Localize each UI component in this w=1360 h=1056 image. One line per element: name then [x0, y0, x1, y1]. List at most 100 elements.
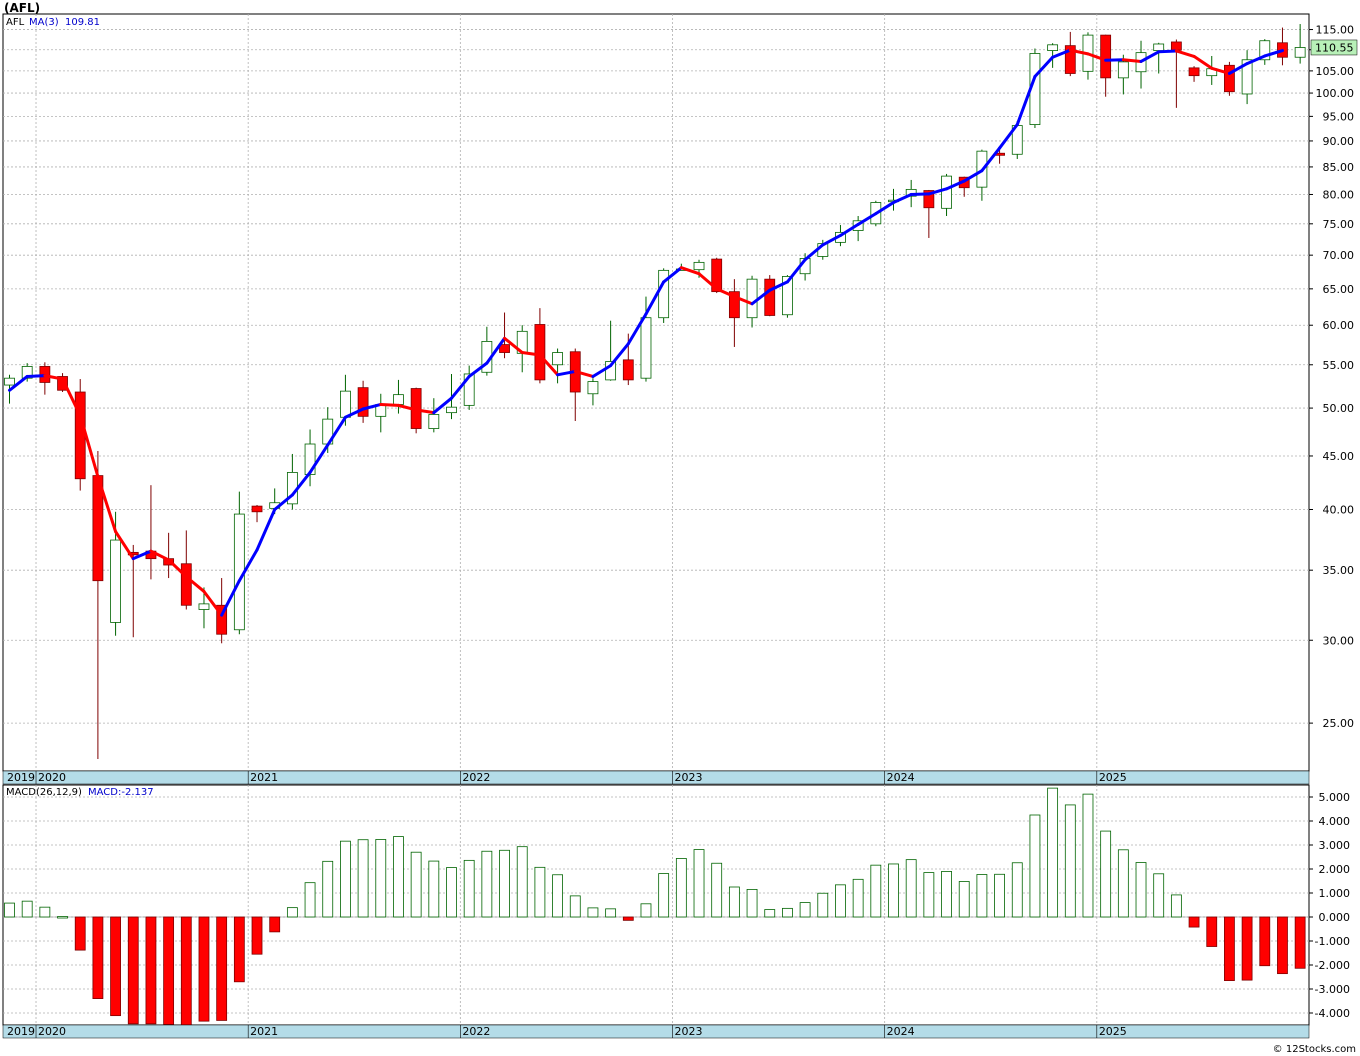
macd-bar [888, 863, 899, 918]
macd-bar [233, 916, 245, 983]
macd-bar [1011, 862, 1023, 918]
moving-average-line [8, 48, 1284, 617]
candle-body [1064, 45, 1076, 74]
candle-body [622, 359, 634, 381]
time-label: 2025 [1099, 1025, 1127, 1038]
macd-bar [1135, 862, 1147, 918]
ma-segment [25, 374, 47, 378]
macd-bar [1029, 814, 1041, 918]
macd-tick-label: 1.000 [1319, 887, 1351, 900]
ma-segment [220, 579, 241, 617]
macd-bar [393, 836, 404, 918]
macd-bar [57, 916, 68, 919]
candle-body [428, 414, 440, 429]
candle-body [1259, 40, 1271, 61]
macd-tick-label: -3.000 [1315, 983, 1350, 996]
candle-body [1188, 67, 1200, 77]
ma-segment [361, 402, 383, 411]
candle-body [1170, 41, 1182, 51]
ma-segment [556, 369, 577, 377]
time-label: 2022 [462, 771, 490, 784]
price-y-axis: 115.00110.00105.00100.0095.0090.0085.008… [1309, 24, 1355, 730]
ma-segment [43, 374, 65, 381]
macd-histogram [3, 787, 1309, 1026]
last-price-label: 110.55 [1315, 41, 1354, 54]
ma-segment [396, 403, 418, 412]
macd-bar [127, 916, 139, 1025]
price-tick-label: 55.00 [1323, 359, 1355, 372]
candle-body [1117, 61, 1129, 79]
ma-segment [1139, 50, 1161, 63]
ma-segment [326, 415, 347, 447]
candle-body [499, 344, 510, 353]
ma-segment [8, 374, 29, 392]
macd-tick-label: 3.000 [1319, 839, 1351, 852]
ma-segment [1068, 48, 1090, 56]
macd-bar [446, 867, 457, 918]
legend-ma-value: 109.81 [65, 17, 100, 28]
macd-bar [21, 900, 33, 918]
ma-segment [715, 287, 736, 299]
candle-body [57, 376, 68, 391]
ma-segment [573, 369, 595, 378]
ma-segment [343, 407, 365, 419]
macd-y-axis: 5.000 4.000 3.000 2.000 1.000 0.000 -1.000 -2.0… [1309, 791, 1350, 1020]
macd-bar [428, 860, 440, 918]
macd-bar [782, 907, 793, 918]
candle-body [640, 317, 652, 379]
time-label: 2020 [38, 1025, 66, 1038]
time-label: 2021 [250, 771, 278, 784]
macd-bar [1100, 830, 1112, 918]
price-grid [3, 14, 1309, 771]
price-tick-label: 90.00 [1323, 135, 1355, 148]
candle-body [728, 291, 740, 319]
ma-segment [202, 589, 224, 617]
ma-segment [78, 413, 100, 479]
ma-segment [1210, 66, 1231, 75]
price-tick-label: 40.00 [1323, 504, 1355, 517]
macd-bar [481, 850, 493, 918]
time-axis-labels-upper: 2019 2020 2021 2022 2023 2024 2025 [7, 771, 1127, 784]
macd-bar [516, 846, 528, 918]
macd-bar [1064, 804, 1076, 918]
ma-segment [290, 470, 312, 497]
price-tick-label: 115.00 [1316, 24, 1355, 37]
price-tick-label: 45.00 [1323, 450, 1355, 463]
candle-body [746, 278, 758, 319]
candle-body [1224, 64, 1235, 93]
ma-segment [909, 192, 931, 196]
ma-segment [149, 549, 171, 562]
ma-segment [467, 361, 489, 378]
macd-bar [340, 840, 351, 918]
ma-segment [1121, 58, 1143, 63]
macd-tick-label: -1.000 [1315, 935, 1350, 948]
chart-title: (AFL) [4, 1, 40, 15]
macd-bar [764, 909, 776, 918]
candle-body [587, 381, 599, 395]
macd-tick-label: -2.000 [1315, 959, 1350, 972]
macd-bar [322, 860, 334, 918]
candle-body [216, 604, 228, 635]
macd-tick-label: 2.000 [1319, 863, 1351, 876]
macd-bar [1153, 873, 1165, 918]
candle-body [198, 603, 210, 610]
macd-bar [976, 874, 988, 918]
candle-body [711, 258, 723, 293]
macd-bar [728, 886, 740, 918]
ma-segment [503, 336, 524, 355]
macd-bar [304, 882, 316, 918]
price-tick-label: 30.00 [1323, 634, 1355, 647]
ma-segment [1245, 54, 1267, 66]
price-tick-label: 85.00 [1323, 161, 1355, 174]
macd-bar [552, 874, 563, 918]
time-label: 2019 [7, 771, 35, 784]
ma-segment [962, 169, 984, 183]
macd-bar [4, 902, 15, 918]
macd-bar [357, 839, 369, 918]
price-tick-label: 70.00 [1323, 249, 1355, 262]
time-axis-bar-lower [2, 1024, 1310, 1039]
macd-bar [375, 839, 387, 918]
ma-segment [768, 280, 789, 292]
candle-body [534, 324, 546, 381]
